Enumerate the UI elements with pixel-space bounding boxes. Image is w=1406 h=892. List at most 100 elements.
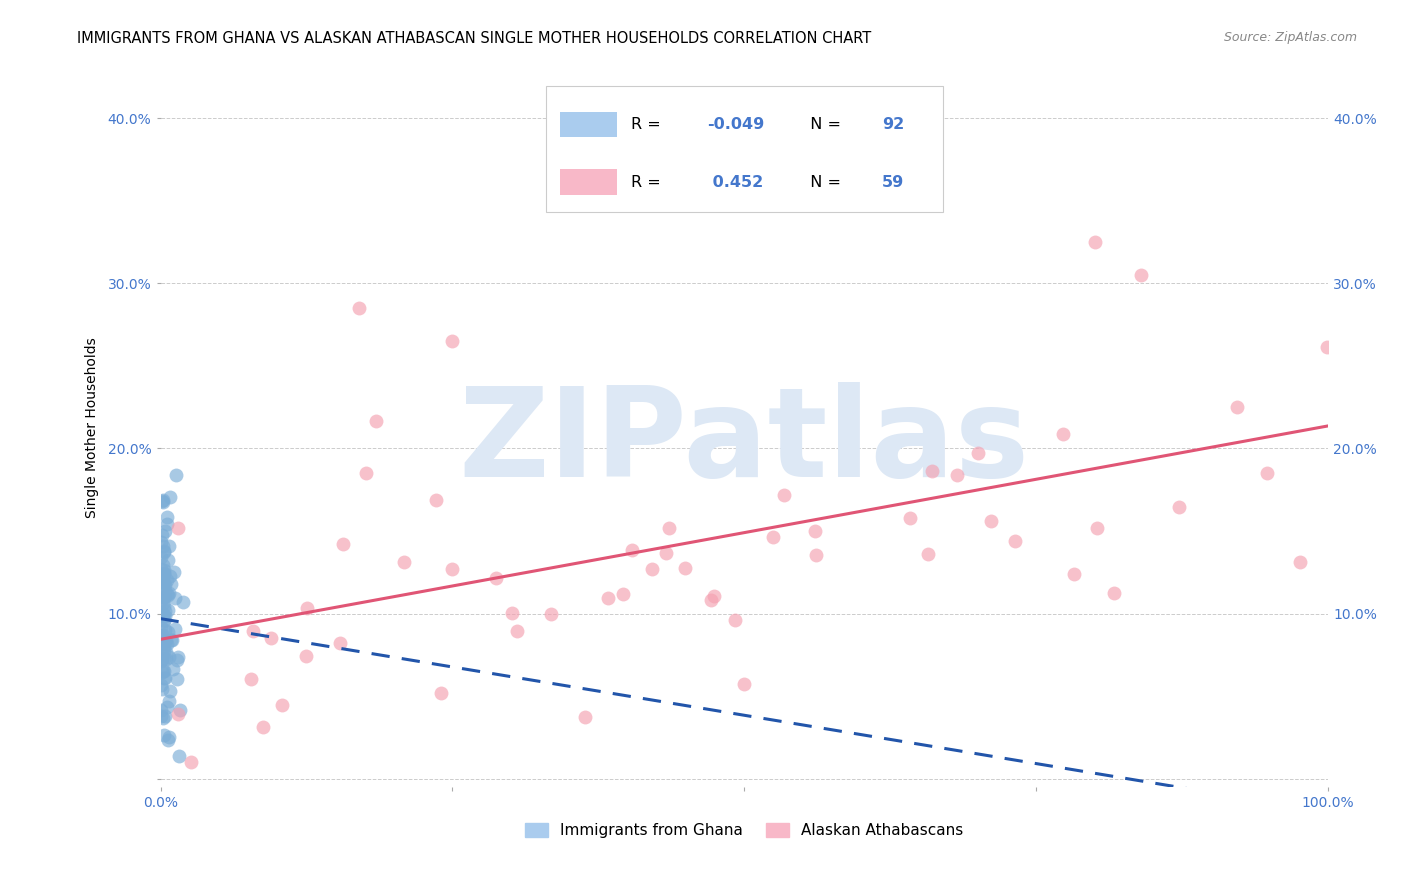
Point: [703, 589, 725, 603]
Point: [163, 565, 186, 579]
Point: [347, 301, 370, 315]
Point: [152, 493, 174, 508]
Point: [155, 651, 177, 665]
Point: [150, 494, 173, 508]
Point: [167, 706, 190, 721]
Point: [966, 446, 988, 460]
Point: [166, 653, 188, 667]
Point: [157, 588, 180, 602]
Point: [153, 604, 176, 618]
FancyBboxPatch shape: [560, 169, 617, 194]
Text: Source: ZipAtlas.com: Source: ZipAtlas.com: [1223, 31, 1357, 45]
Point: [260, 631, 283, 645]
Point: [655, 546, 678, 560]
Point: [773, 488, 796, 502]
Point: [180, 756, 202, 770]
Point: [921, 464, 943, 478]
Point: [598, 591, 620, 605]
Point: [441, 334, 464, 348]
Point: [165, 468, 187, 483]
Point: [153, 524, 176, 538]
Point: [153, 633, 176, 648]
Point: [152, 711, 174, 725]
Point: [156, 510, 179, 524]
Y-axis label: Single Mother Households: Single Mother Households: [86, 337, 100, 518]
Point: [153, 613, 176, 627]
Point: [354, 467, 377, 481]
Text: -0.049: -0.049: [707, 117, 765, 132]
Point: [1052, 427, 1074, 442]
Point: [150, 652, 173, 666]
Point: [1289, 555, 1312, 569]
Point: [152, 575, 174, 590]
Point: [153, 585, 176, 599]
Point: [167, 650, 190, 665]
Point: [946, 468, 969, 483]
Point: [1256, 466, 1278, 480]
Point: [150, 646, 173, 660]
Text: 92: 92: [882, 117, 904, 132]
Point: [240, 672, 263, 686]
Point: [153, 563, 176, 577]
Point: [441, 562, 464, 576]
Point: [157, 625, 180, 640]
Point: [152, 591, 174, 605]
Point: [153, 599, 176, 613]
Point: [271, 698, 294, 712]
Point: [485, 571, 508, 585]
Point: [898, 511, 921, 525]
Point: [673, 561, 696, 575]
Point: [150, 703, 173, 717]
Point: [155, 645, 177, 659]
Point: [153, 578, 176, 592]
Point: [157, 650, 180, 665]
Point: [540, 607, 562, 621]
Point: [153, 640, 176, 654]
Point: [166, 672, 188, 686]
Point: [425, 492, 447, 507]
Point: [917, 547, 939, 561]
Point: [153, 577, 176, 591]
Point: [156, 516, 179, 531]
Point: [1226, 401, 1249, 415]
Point: [156, 587, 179, 601]
Text: R =: R =: [631, 175, 666, 190]
Point: [153, 590, 176, 604]
Point: [295, 648, 318, 663]
Point: [150, 527, 173, 541]
Point: [153, 671, 176, 685]
Point: [150, 678, 173, 692]
Point: [394, 555, 416, 569]
Point: [153, 671, 176, 685]
Text: ZIPatlas: ZIPatlas: [458, 382, 1031, 503]
Point: [152, 608, 174, 623]
Point: [163, 622, 186, 636]
Point: [167, 521, 190, 535]
Point: [724, 613, 747, 627]
Point: [155, 608, 177, 623]
Point: [152, 607, 174, 622]
Point: [1084, 235, 1107, 249]
Point: [1063, 566, 1085, 581]
Point: [1168, 500, 1191, 514]
Text: 0.452: 0.452: [707, 175, 763, 190]
Point: [1316, 340, 1339, 354]
Point: [152, 573, 174, 587]
Point: [700, 593, 723, 607]
Point: [506, 624, 529, 638]
Point: [150, 681, 173, 696]
Point: [152, 539, 174, 553]
Point: [908, 177, 931, 191]
Point: [152, 545, 174, 559]
Point: [1102, 586, 1125, 600]
Point: [329, 636, 352, 650]
Point: [150, 593, 173, 607]
Point: [150, 628, 173, 642]
Point: [641, 562, 664, 576]
Point: [150, 620, 173, 634]
Text: N =: N =: [800, 117, 846, 132]
Point: [157, 731, 180, 745]
Point: [153, 567, 176, 582]
Point: [1130, 268, 1153, 282]
Point: [612, 587, 634, 601]
